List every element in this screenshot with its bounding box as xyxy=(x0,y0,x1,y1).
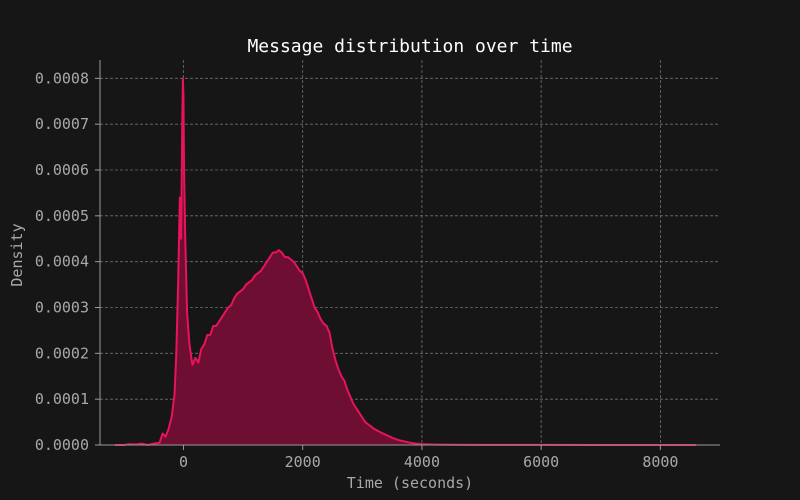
y-axis-label: Density xyxy=(8,223,26,286)
y-tick-label: 0.0006 xyxy=(35,161,89,179)
y-axis-ticks: 0.0000 0.0001 0.0002 0.0003 0.0004 0.0005 0.00… xyxy=(35,69,100,454)
x-tick-label: 0 xyxy=(179,453,188,471)
y-tick-label: 0.0004 xyxy=(35,253,89,271)
y-tick-label: 0.0000 xyxy=(35,436,89,454)
y-tick-label: 0.0003 xyxy=(35,299,89,317)
y-tick-label: 0.0008 xyxy=(35,69,89,87)
x-tick-label: 4000 xyxy=(404,453,440,471)
x-tick-label: 8000 xyxy=(642,453,678,471)
x-axis-ticks: 0 2000 4000 6000 8000 xyxy=(179,445,678,471)
x-tick-label: 6000 xyxy=(523,453,559,471)
density-area xyxy=(114,78,697,445)
x-tick-label: 2000 xyxy=(285,453,321,471)
density-line xyxy=(114,77,697,446)
y-tick-label: 0.0001 xyxy=(35,390,89,408)
y-tick-label: 0.0002 xyxy=(35,344,89,362)
chart-title: Message distribution over time xyxy=(247,36,572,57)
y-tick-label: 0.0005 xyxy=(35,207,89,225)
y-tick-label: 0.0007 xyxy=(35,115,89,133)
x-axis-label: Time (seconds) xyxy=(347,474,473,492)
